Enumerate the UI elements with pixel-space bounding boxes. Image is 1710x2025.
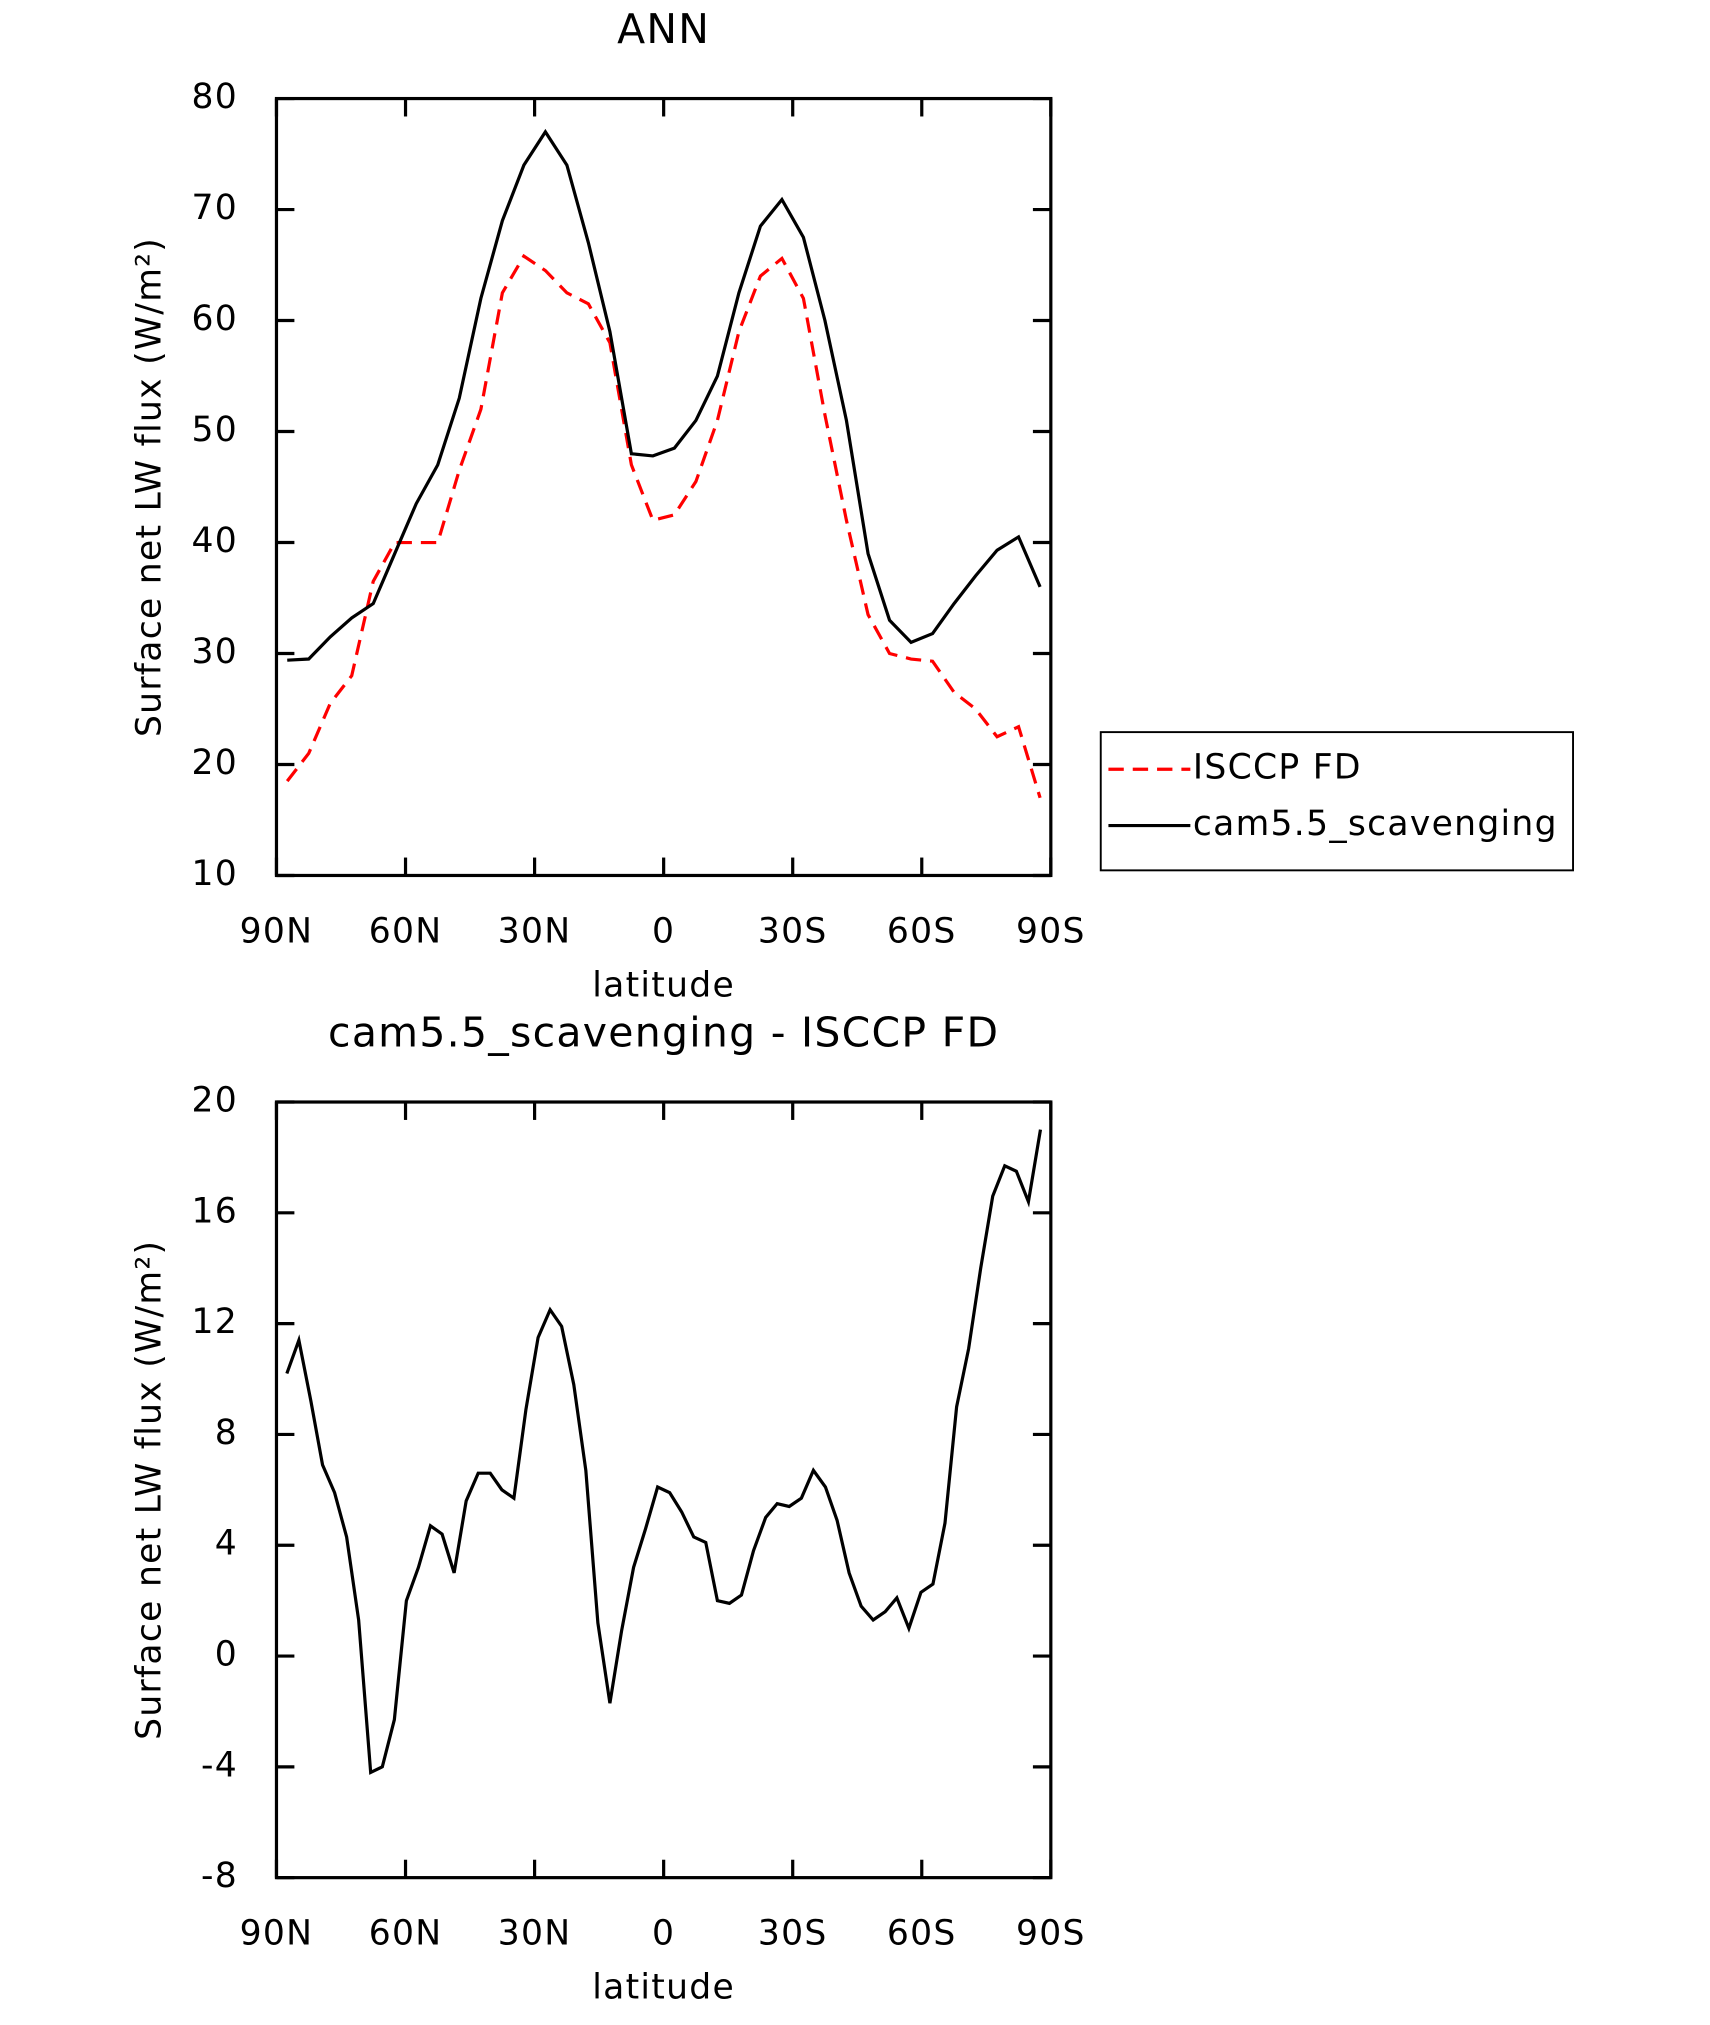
- y-tick-label: 20: [192, 1081, 239, 1121]
- x-tick-label: 30N: [498, 1914, 572, 1954]
- plot-frame: [274, 96, 1053, 878]
- legend-label: cam5.5_scavenging: [1193, 804, 1558, 844]
- y-tick-label: 80: [192, 77, 239, 117]
- y-tick-label: 12: [192, 1302, 239, 1342]
- x-axis-label: latitude: [592, 965, 735, 1005]
- x-tick-label: 0: [652, 1914, 675, 1954]
- x-tick-label: 90S: [1016, 1914, 1086, 1954]
- y-axis-label: Surface net LW flux (W/m²): [130, 1240, 170, 1740]
- y-tick-label: 16: [192, 1191, 239, 1231]
- x-tick-label: 90N: [240, 1914, 314, 1954]
- y-axis-label: Surface net LW flux (W/m²): [130, 237, 170, 737]
- legend-box: [1099, 731, 1574, 872]
- y-tick-label: 20: [192, 743, 239, 783]
- y-tick-label: 60: [192, 299, 239, 339]
- data-line: [285, 253, 1042, 799]
- y-tick-label: 10: [192, 854, 239, 894]
- y-tick-label: 40: [192, 521, 239, 561]
- data-line: [285, 1129, 1043, 1775]
- data-line: [287, 128, 1042, 662]
- chart-title: ANN: [617, 5, 710, 53]
- y-tick-label: 70: [192, 188, 239, 228]
- y-tick-label: 0: [215, 1635, 238, 1675]
- x-tick-label: 90S: [1016, 912, 1086, 952]
- x-tick-label: 60N: [369, 1914, 443, 1954]
- x-tick-label: 30S: [758, 1914, 828, 1954]
- y-tick-label: -4: [201, 1745, 238, 1785]
- x-tick-label: 30S: [758, 912, 828, 952]
- y-tick-label: 30: [192, 632, 239, 672]
- y-tick-label: 50: [192, 410, 239, 450]
- x-tick-label: 30N: [498, 912, 572, 952]
- chart-title: cam5.5_scavenging - ISCCP FD: [328, 1008, 999, 1056]
- y-tick-label: 8: [215, 1413, 238, 1453]
- x-tick-label: 60N: [369, 912, 443, 952]
- x-tick-label: 90N: [240, 912, 314, 952]
- x-tick-label: 0: [652, 912, 675, 952]
- legend-label: ISCCP FD: [1193, 748, 1362, 788]
- y-tick-label: -8: [201, 1856, 238, 1896]
- x-tick-label: 60S: [887, 1914, 957, 1954]
- y-tick-label: 4: [215, 1524, 238, 1564]
- x-axis-label: latitude: [592, 1968, 735, 2008]
- x-tick-label: 60S: [887, 912, 957, 952]
